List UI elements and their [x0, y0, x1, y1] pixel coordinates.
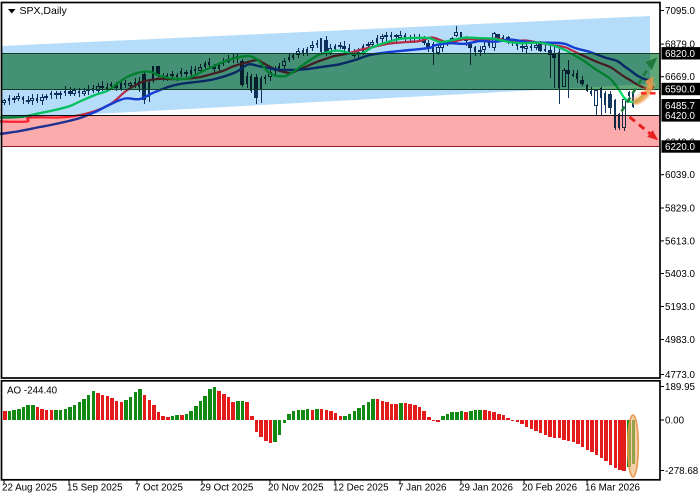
svg-text:7095.0: 7095.0 [665, 6, 696, 17]
svg-text:6485.7: 6485.7 [665, 101, 695, 112]
svg-text:5193.0: 5193.0 [665, 302, 696, 313]
svg-text:20 Feb 2026: 20 Feb 2026 [522, 483, 578, 494]
svg-text:6420.0: 6420.0 [665, 111, 696, 122]
svg-text:4773.0: 4773.0 [665, 370, 696, 381]
svg-text:5829.0: 5829.0 [665, 203, 696, 214]
svg-text:29 Oct 2025: 29 Oct 2025 [200, 483, 254, 494]
svg-text:29 Jan 2026: 29 Jan 2026 [459, 483, 513, 494]
svg-text:22 Aug 2025: 22 Aug 2025 [2, 483, 58, 494]
svg-text:0.00: 0.00 [665, 415, 685, 426]
svg-text:15 Sep 2025: 15 Sep 2025 [67, 483, 123, 494]
svg-text:16 Mar 2026: 16 Mar 2026 [585, 483, 641, 494]
svg-text:5403.0: 5403.0 [665, 269, 696, 280]
svg-text:4983.0: 4983.0 [665, 335, 696, 346]
svg-text:7 Oct 2025: 7 Oct 2025 [135, 483, 183, 494]
svg-text:-278.68: -278.68 [665, 466, 699, 477]
svg-text:6039.0: 6039.0 [665, 170, 696, 181]
svg-text:AO -244.40: AO -244.40 [7, 386, 58, 397]
svg-text:189.95: 189.95 [665, 382, 696, 393]
svg-text:20 Nov 2025: 20 Nov 2025 [268, 483, 324, 494]
svg-text:6669.0: 6669.0 [665, 72, 696, 83]
svg-text:12 Dec 2025: 12 Dec 2025 [333, 483, 389, 494]
svg-text:6590.0: 6590.0 [665, 85, 696, 96]
svg-text:5613.0: 5613.0 [665, 236, 696, 247]
svg-text:6820.0: 6820.0 [665, 49, 696, 60]
svg-text:7 Jan 2026: 7 Jan 2026 [398, 483, 447, 494]
svg-text:SPX,Daily: SPX,Daily [20, 5, 68, 17]
svg-text:6879.0: 6879.0 [665, 40, 696, 51]
svg-text:6220.0: 6220.0 [665, 142, 696, 153]
